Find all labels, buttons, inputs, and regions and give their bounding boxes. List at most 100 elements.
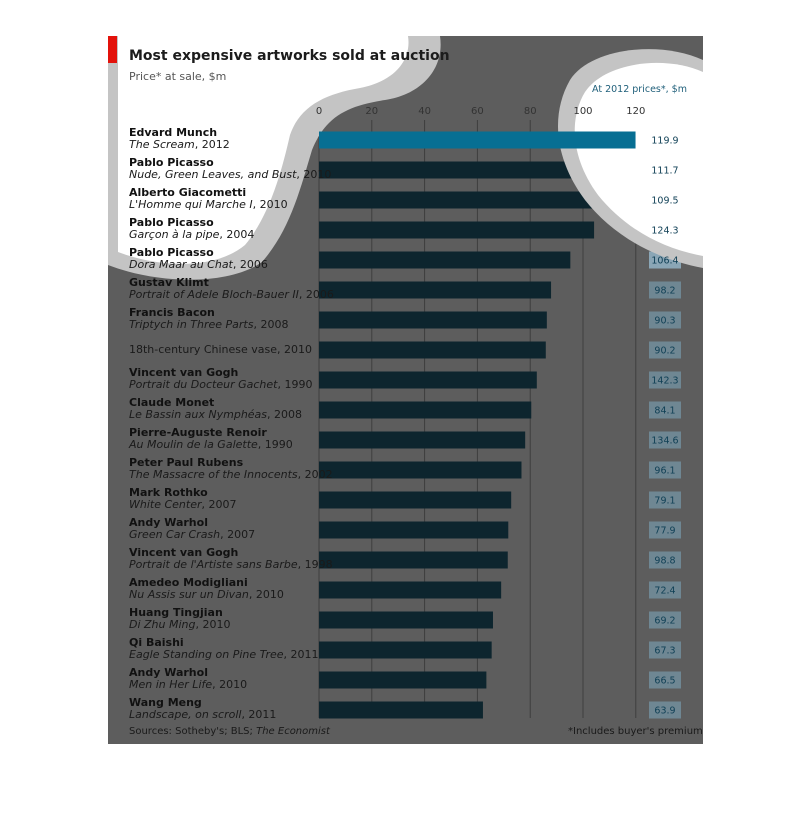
work-year: , 2006 — [232, 258, 268, 271]
adjusted-value-label: 90.2 — [654, 346, 675, 357]
work-year: , 2010 — [195, 618, 231, 631]
work-title: L'Homme qui Marche I — [129, 198, 253, 211]
bar — [319, 521, 509, 539]
work-title: Landscape, on scroll — [129, 708, 242, 721]
row-label-artist: Huang Tingjian — [129, 606, 223, 619]
bar — [319, 491, 512, 509]
bar — [319, 371, 537, 389]
row-label-artist: Qi Baishi — [129, 636, 184, 649]
row-label-artist: Andy Warhol — [129, 516, 208, 529]
adjusted-value-box — [649, 521, 681, 539]
adjusted-value-label: 142.3 — [651, 376, 678, 387]
work-title: Portrait de l'Artiste sans Barbe — [129, 558, 298, 571]
row-label-artist: Mark Rothko — [129, 486, 208, 499]
work-title: Portrait of Adele Bloch-Bauer II — [129, 288, 299, 301]
adjusted-value-label: 124.3 — [651, 226, 678, 237]
adjusted-value-label: 134.6 — [651, 436, 678, 447]
row-label-work: L'Homme qui Marche I, 2010 — [129, 199, 288, 211]
bar — [319, 161, 601, 179]
bar — [319, 341, 546, 359]
bar — [319, 701, 483, 719]
adjusted-value-label: 69.2 — [654, 616, 675, 627]
overlay-blob-right-inner — [574, 62, 703, 256]
work-title: Au Moulin de la Galette — [129, 438, 258, 451]
chart-title: Most expensive artworks sold at auction — [129, 48, 450, 64]
adjusted-value-box — [649, 281, 681, 299]
bar — [319, 251, 571, 269]
bar — [319, 221, 595, 239]
row-label-artist: Vincent van Gogh — [129, 366, 239, 379]
row-label-artist: Pablo Picasso — [129, 156, 214, 169]
adjusted-value-label: 90.3 — [654, 316, 675, 327]
bar — [319, 611, 493, 629]
work-title: Nude, Green Leaves, and Bust — [129, 168, 297, 181]
x-tick-label: 60 — [471, 106, 484, 117]
sources-italic: The Economist — [256, 726, 330, 737]
row-label-artist: Amedeo Modigliani — [129, 576, 248, 589]
adjusted-value-label: 98.8 — [654, 556, 675, 567]
work-year: , 2012 — [194, 138, 230, 151]
work-title: Triptych in Three Parts — [129, 318, 254, 331]
bar — [319, 641, 492, 659]
row-label-work: The Massacre of the Innocents, 2002 — [129, 469, 333, 481]
row-label-work: Green Car Crash, 2007 — [129, 529, 255, 541]
adjusted-value-box — [649, 701, 681, 719]
x-tick-label: 40 — [418, 106, 431, 117]
row-label-artist: Gustav Klimt — [129, 276, 209, 289]
row-label-artist: Alberto Giacometti — [129, 186, 247, 199]
work-title: Eagle Standing on Pine Tree — [129, 648, 284, 661]
adjusted-value-box — [649, 641, 681, 659]
work-title: The Scream — [129, 138, 195, 151]
bar — [319, 281, 552, 299]
work-year: , 2010 — [296, 168, 332, 181]
work-year: , 2011 — [241, 708, 277, 721]
row-label-work: Portrait du Docteur Gachet, 1990 — [129, 379, 312, 391]
row-label-work: Le Bassin aux Nymphéas, 2008 — [129, 409, 302, 421]
row-label-single: 18th-century Chinese vase, 2010 — [129, 343, 313, 356]
bar — [319, 551, 508, 569]
x-tick-label: 120 — [626, 106, 645, 117]
adjusted-value-label: 77.9 — [654, 526, 675, 537]
work-year: , 2010 — [212, 678, 248, 691]
sources-note: Sources: Sotheby's; BLS; The Economist — [129, 726, 330, 737]
x-tick-label: 0 — [316, 106, 322, 117]
adjusted-value-box — [649, 461, 681, 479]
bar — [319, 581, 502, 599]
adjusted-value-box — [649, 581, 681, 599]
row-label-artist: Claude Monet — [129, 396, 215, 409]
work-title: The Massacre of the Innocents — [129, 468, 298, 481]
work-title: Nu Assis sur un Divan — [129, 588, 249, 601]
adjusted-value-box — [649, 431, 681, 449]
row-label-work: Nude, Green Leaves, and Bust, 2010 — [129, 169, 331, 181]
row-label-artist: Pablo Picasso — [129, 216, 214, 229]
row-label-work: Au Moulin de la Galette, 1990 — [129, 439, 293, 451]
row-label-work: Di Zhu Ming, 2010 — [129, 619, 231, 631]
row-label-artist: Francis Bacon — [129, 306, 215, 319]
adjusted-value-box — [649, 611, 681, 629]
row-label-artist: Edvard Munch — [129, 126, 218, 139]
bar — [319, 431, 526, 449]
bar — [319, 311, 547, 329]
adjusted-value-box — [649, 551, 681, 569]
work-year: , 1990 — [257, 438, 293, 451]
row-label-artist: Peter Paul Rubens — [129, 456, 244, 469]
adjusted-value-label: 66.5 — [654, 676, 675, 687]
bar — [319, 131, 636, 149]
bar — [319, 401, 532, 419]
adjusted-value-label: 63.9 — [654, 706, 675, 717]
adjusted-value-box — [649, 311, 681, 329]
row-label-work: Men in Her Life, 2010 — [129, 679, 247, 691]
brand-red-flag — [108, 36, 117, 63]
work-year: , 2008 — [253, 318, 289, 331]
bar — [319, 461, 522, 479]
work-year: , 2011 — [283, 648, 319, 661]
work-year: , 2010 — [252, 198, 288, 211]
work-title: Di Zhu Ming — [129, 618, 196, 631]
adjusted-value-label: 79.1 — [654, 496, 675, 507]
overlay-blob-left-inner — [118, 36, 409, 264]
adjusted-value-box — [649, 491, 681, 509]
work-year: , 2008 — [267, 408, 303, 421]
adjusted-value-label: 111.7 — [651, 166, 678, 177]
highlight-group: 119.9 111.7 109.5 124.3 106.4 98.2 90.3 90.2 142… — [319, 131, 679, 717]
